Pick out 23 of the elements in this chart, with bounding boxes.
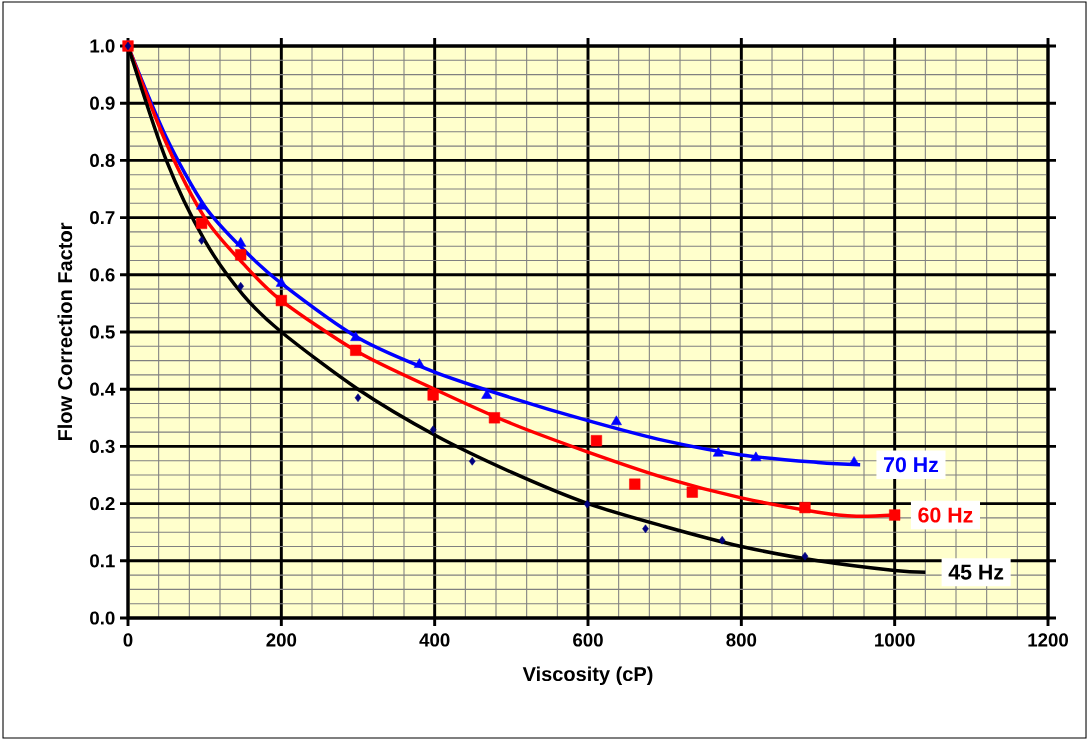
x-tick-label: 0 — [123, 633, 133, 647]
y-tick-label: 0.2 — [90, 496, 115, 511]
y-tick-label: 1.0 — [90, 39, 115, 53]
series-label: 60 Hz — [918, 507, 973, 523]
y-tick-label: 0.4 — [90, 382, 116, 396]
x-tick-label: 1000 — [875, 633, 915, 647]
y-tick-label: 0.3 — [90, 439, 115, 454]
x-tick-label: 200 — [266, 633, 297, 647]
y-tick-label: 0.9 — [90, 96, 115, 110]
x-tick-label: 600 — [573, 633, 603, 647]
x-tick-label: 800 — [726, 633, 757, 647]
x-tick-label: 400 — [419, 633, 450, 647]
x-tick-label: 1200 — [1028, 633, 1068, 647]
legend-label: 45 Hz — [948, 564, 1004, 580]
y-tick-label: 0.6 — [90, 268, 115, 282]
y-tick-label: 0.7 — [90, 210, 115, 225]
y-tick-label: 0.8 — [90, 153, 115, 168]
y-tick-label: 0.0 — [90, 611, 115, 625]
y-tick-label: 0.1 — [90, 554, 115, 568]
y-tick-label: 0.5 — [90, 325, 115, 339]
series-label: 70 Hz — [884, 457, 939, 473]
y-axis-title: Flow Correction Factor — [57, 222, 73, 441]
x-axis-title: Viscosity (cP) — [522, 666, 653, 686]
